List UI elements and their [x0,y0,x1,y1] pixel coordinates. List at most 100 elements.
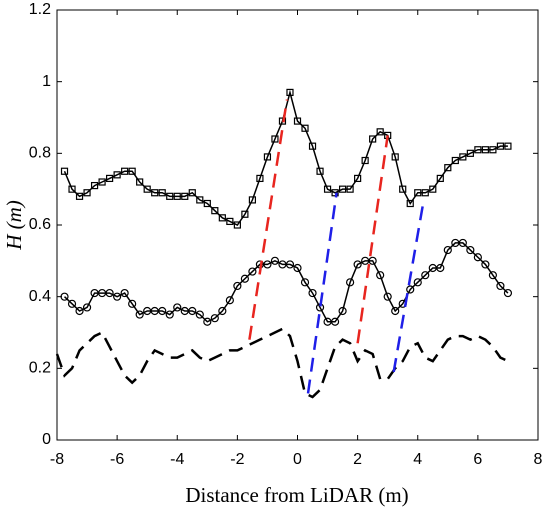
square-marker [241,210,249,218]
square-marker [429,185,437,193]
square-marker [218,214,226,222]
square-marker [451,156,459,165]
square-marker [278,117,287,125]
circle-marker [82,303,92,312]
x-tick-label: 8 [534,451,543,468]
circle-marker [368,256,377,265]
circle-marker [67,299,77,308]
y-tick-label: 1 [42,73,51,90]
circle-marker [466,245,475,255]
circle-marker [285,260,295,269]
circle-marker [413,278,422,287]
circle-marker [353,260,362,269]
square-marker [128,167,136,175]
guide-line [356,135,389,344]
square-marker [136,178,144,186]
square-marker [489,146,497,154]
circle-marker [496,281,505,291]
y-axis-label: H (m) [2,200,26,251]
x-axis-label: Distance from LiDAR (m) [185,483,408,507]
circle-marker [383,292,392,301]
square-marker [233,221,241,229]
square-marker [203,199,211,208]
circle-marker [376,271,385,280]
circle-marker [233,281,242,291]
circle-marker [338,306,347,316]
square-marker [399,185,407,193]
square-marker [414,189,422,197]
square-marker [354,174,362,183]
square-marker [181,192,189,200]
y-tick-label: 0.6 [29,216,51,233]
square-marker [60,167,69,175]
guide-line [392,199,425,373]
circle-marker [203,317,212,326]
square-marker [188,189,196,197]
y-tick-label: 0.8 [29,145,51,162]
square-marker [286,88,294,97]
square-marker [271,135,279,143]
square-marker [376,128,384,136]
x-tick-label: 2 [353,451,362,468]
circle-marker [113,292,122,301]
square-marker [113,171,121,179]
x-tick-label: 0 [293,451,302,468]
circle-marker [75,306,84,316]
square-marker [308,142,317,150]
circle-marker [421,271,430,280]
circle-marker [436,263,445,273]
circle-marker [120,288,129,298]
circle-marker [173,303,182,312]
square-marker [338,185,347,193]
square-marker [474,146,482,154]
circle-marker [406,285,415,294]
circle-marker [443,245,452,255]
circle-marker [346,278,355,287]
circle-marker [270,256,280,265]
square-marker [151,189,159,197]
x-tick-label: 4 [413,451,422,468]
square-marker [391,153,399,161]
circle-marker [308,288,317,298]
y-tick-label: 0.4 [29,288,51,305]
square-marker [143,185,151,193]
square-marker [75,192,84,200]
square-marker [436,174,444,183]
circle-marker [225,296,234,305]
guide-line [248,99,289,340]
circle-marker [165,310,174,319]
square-marker [98,178,106,186]
circle-marker [188,306,197,316]
square-marker [481,146,489,154]
circle-marker [391,306,400,316]
square-marker [459,153,467,161]
y-tick-label: 0.2 [29,360,51,377]
series-line [63,89,508,226]
circle-marker [293,263,302,273]
circle-marker [195,310,204,319]
circle-marker [473,253,482,262]
y-tick-label: 1.2 [29,1,51,18]
plot-frame [56,9,539,441]
x-tick-label: -2 [230,451,244,468]
square-marker [121,167,129,175]
square-marker [369,135,377,143]
square-marker [106,174,114,183]
circle-marker [240,274,249,283]
square-marker [466,149,474,157]
x-tick-label: -6 [110,451,124,468]
circle-marker [248,267,257,276]
circle-marker [105,288,114,298]
square-marker [361,156,369,165]
circle-marker [263,260,272,269]
circle-marker [60,292,69,301]
circle-marker [458,238,467,248]
x-tick-label: -4 [170,451,184,468]
series-line [55,327,509,399]
square-marker [346,185,354,193]
circle-marker [218,306,227,316]
circle-marker [210,314,219,323]
circle-marker [158,306,167,316]
square-marker [211,207,219,215]
